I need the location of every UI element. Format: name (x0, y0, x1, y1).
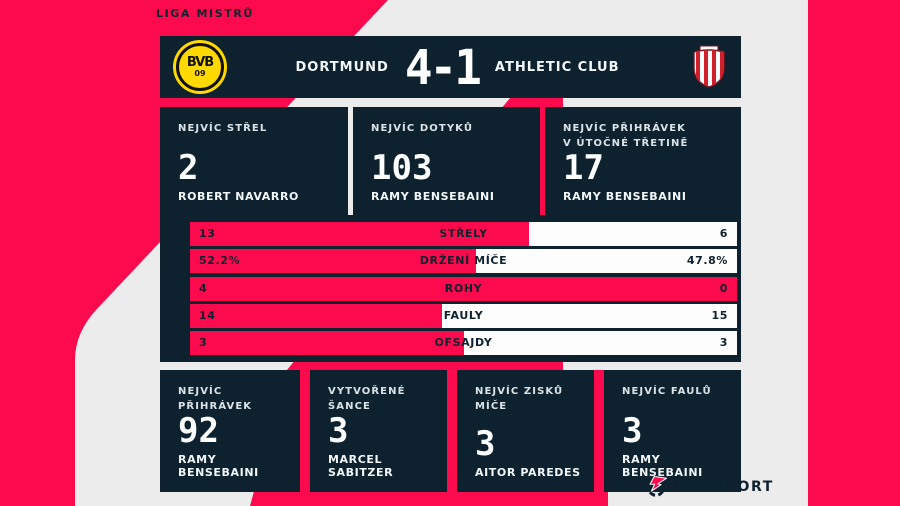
match-score: 4-1 (404, 38, 482, 96)
stat-value: 17 (563, 148, 604, 188)
match-panel: BVB 09 DORTMUND 4-1 ATHLETIC CLUB (160, 36, 741, 492)
stat-bar-fouls: 14 FAULY 15 (190, 303, 737, 328)
bar-label: STŘELY (439, 227, 488, 240)
stat-value: 3 (622, 411, 643, 451)
stat-bar-corners: 4 ROHY 0 (190, 276, 737, 301)
stat-player: MARCEL SABITZER (328, 453, 394, 479)
bvb-logo-text: BVB (186, 54, 214, 70)
athletic-club-logo-icon (693, 45, 725, 88)
away-value: 3 (719, 336, 728, 349)
top-stats-row: NEJVÍC STŘEL 2 ROBERT NAVARRO NEJVÍC DOT… (160, 107, 741, 216)
stat-value: 103 (371, 148, 433, 188)
away-value: 15 (711, 308, 728, 322)
stat-box-most-fouls: NEJVÍC FAULŮ 3 RAMY BENSEBAINI (604, 370, 741, 492)
stat-box-most-passes: NEJVÍC PŘIHRÁVEK 92 RAMY BENSEBAINI (160, 370, 300, 492)
stat-bar-shots: 13 STŘELY 6 (190, 222, 737, 246)
pink-band-left (0, 0, 388, 506)
home-fill (190, 331, 464, 355)
stat-box-most-shots: NEJVÍC STŘEL 2 ROBERT NAVARRO (160, 107, 348, 216)
bar-label: FAULY (443, 308, 484, 322)
stat-value: 92 (178, 411, 219, 451)
home-value: 4 (199, 281, 208, 295)
stat-player: RAMY BENSEBAINI (563, 190, 687, 203)
stat-value: 3 (328, 411, 349, 451)
stats-bars-panel: 13 STŘELY 6 52.2% DRŽENÍ MÍČE 47.8% 4 RO… (160, 215, 741, 362)
bottom-stats-row: NEJVÍC PŘIHRÁVEK 92 RAMY BENSEBAINI VYTV… (160, 370, 741, 492)
stat-box-most-passes-final-third: NEJVÍC PŘIHRÁVEK V ÚTOČNÉ TŘETINĚ 17 RAM… (545, 107, 741, 216)
away-team-name: ATHLETIC CLUB (494, 59, 620, 75)
livesport-logo: LIVESPORT (645, 476, 774, 498)
stat-label: NEJVÍC DOTYKŮ (371, 123, 474, 134)
stat-label: NEJVÍC PŘIHRÁVEK V ÚTOČNÉ TŘETINĚ (563, 123, 689, 149)
away-value: 47.8% (686, 254, 728, 268)
stat-player: RAMY BENSEBAINI (622, 453, 703, 479)
bvb-logo-sub: 09 (194, 68, 206, 78)
home-fill (190, 276, 737, 301)
livesport-wordmark: LIVESPORT (673, 479, 774, 495)
stat-box-most-touches: NEJVÍC DOTYKŮ 103 RAMY BENSEBAINI (353, 107, 540, 216)
away-value: 6 (719, 227, 728, 240)
stat-player: ROBERT NAVARRO (178, 190, 299, 203)
stat-label: VYTVOŘENÉ ŠANCE (328, 386, 406, 412)
bvb-logo-icon: BVB 09 (176, 43, 224, 91)
stat-player: RAMY BENSEBAINI (371, 190, 495, 203)
home-fill (190, 222, 530, 246)
home-value: 14 (199, 308, 216, 322)
bar-label: DRŽENÍ MÍČE (419, 254, 508, 268)
pink-strip-right (808, 0, 900, 506)
stat-box-most-recoveries: NEJVÍC ZISKŮ MÍČE 3 AITOR PAREDES (457, 370, 594, 492)
home-fill (190, 303, 442, 328)
stat-label: NEJVÍC STŘEL (178, 123, 268, 134)
stat-bar-possession: 52.2% DRŽENÍ MÍČE 47.8% (190, 249, 737, 274)
home-value: 52.2% (199, 254, 241, 268)
stat-box-chances-created: VYTVOŘENÉ ŠANCE 3 MARCEL SABITZER (310, 370, 447, 492)
score-line: DORTMUND 4-1 ATHLETIC CLUB (224, 38, 691, 96)
stat-label: NEJVÍC ZISKŮ MÍČE (475, 386, 564, 412)
bar-label: ROHY (444, 281, 483, 295)
away-value: 0 (719, 281, 728, 295)
stat-player: AITOR PAREDES (475, 466, 581, 479)
stat-value: 2 (178, 148, 199, 188)
league-title: LIGA MISTRŮ (156, 7, 254, 20)
home-value: 3 (199, 336, 208, 349)
stat-bar-offsides: 3 OFSAJDY 3 (190, 331, 737, 355)
stat-label: NEJVÍC FAULŮ (622, 386, 712, 397)
stat-player: RAMY BENSEBAINI (178, 453, 259, 479)
livesport-ring-bolt-icon (647, 476, 667, 497)
stat-value: 3 (475, 424, 496, 464)
scoreboard: BVB 09 DORTMUND 4-1 ATHLETIC CLUB (160, 36, 741, 98)
home-fill (190, 249, 476, 274)
home-value: 13 (199, 227, 216, 240)
bar-label: OFSAJDY (434, 336, 493, 349)
stat-label: NEJVÍC PŘIHRÁVEK (178, 386, 253, 412)
home-team-name: DORTMUND (295, 59, 389, 75)
